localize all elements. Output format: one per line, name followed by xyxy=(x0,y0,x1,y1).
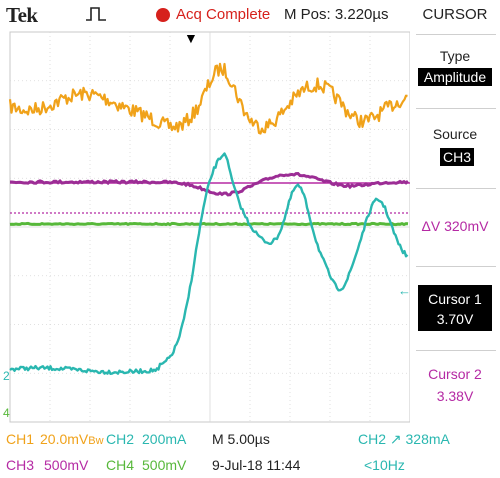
ch1-label: CH1 xyxy=(6,431,35,447)
cursor-2-value[interactable]: 3.38V xyxy=(436,388,474,404)
acquisition-status: Acq Complete xyxy=(176,6,271,23)
menu-divider xyxy=(416,108,496,109)
ch2-scale: 200mA xyxy=(142,431,187,447)
cursor-1-button[interactable]: Cursor 1 3.70V xyxy=(418,285,492,331)
timebase: M 5.00µs xyxy=(212,431,270,447)
cursor-1-value: 3.70V xyxy=(436,311,474,327)
menu-divider xyxy=(416,188,496,189)
ch2-waveform xyxy=(9,152,409,375)
waveform-display: 2 4 ← xyxy=(3,31,410,423)
cursor-side-menu: CURSOR Type Amplitude Source CH3 ΔV 320m… xyxy=(410,0,500,478)
type-label[interactable]: Type xyxy=(439,48,471,64)
type-value[interactable]: Amplitude xyxy=(418,68,492,86)
ch3-scale: 500mV xyxy=(44,457,89,473)
ch1-bw-limit-icon: B xyxy=(88,435,96,447)
ch3-waveform xyxy=(10,171,409,197)
trigger-frequency: <10Hz xyxy=(364,457,405,473)
ch2-label: CH2 xyxy=(106,431,135,447)
ch3-label: CH3 xyxy=(6,457,35,473)
ch1-scale-value: 20.0mV xyxy=(40,431,89,447)
ch4-scale: 500mV xyxy=(142,457,187,473)
brand-logo: Tek xyxy=(6,3,38,27)
ch4-waveform xyxy=(9,221,409,227)
ch1-coupling-icon: w xyxy=(95,435,104,447)
cursor-1-label: Cursor 1 xyxy=(428,291,482,307)
source-value[interactable]: CH3 xyxy=(440,148,474,166)
menu-title: CURSOR xyxy=(422,6,488,23)
trigger-position-icon: ▼ xyxy=(184,30,198,46)
ch2-ground-marker: 2 xyxy=(3,369,10,383)
ch1-offscreen-marker: ← xyxy=(398,283,410,298)
horizontal-position: M Pos: 3.220µs xyxy=(284,6,389,23)
trigger-setting: CH2 ↗ 328mA xyxy=(358,431,450,447)
menu-divider xyxy=(416,350,496,351)
menu-divider xyxy=(416,34,496,35)
cursor-2-label[interactable]: Cursor 2 xyxy=(428,366,482,382)
delta-v-readout: ΔV 320mV xyxy=(421,218,489,234)
menu-divider xyxy=(416,266,496,267)
ch1-waveform xyxy=(8,62,408,135)
ch4-ground-marker: 4 xyxy=(3,406,10,420)
bottom-status-bar: CH1 20.0mVBw CH2 200mA M 5.00µs CH2 ↗ 32… xyxy=(0,425,500,478)
source-label[interactable]: Source xyxy=(432,126,478,142)
top-status-bar: Tek Acq Complete M Pos: 3.220µs ▼ xyxy=(0,0,410,46)
ch4-label: CH4 xyxy=(106,457,135,473)
ch1-scale: 20.0mVBw xyxy=(40,431,104,447)
graticule xyxy=(9,31,410,423)
acquisition-indicator-icon xyxy=(156,8,170,22)
rising-edge-pulse-icon xyxy=(86,7,106,21)
date-time: 9-Jul-18 11:44 xyxy=(212,457,301,473)
